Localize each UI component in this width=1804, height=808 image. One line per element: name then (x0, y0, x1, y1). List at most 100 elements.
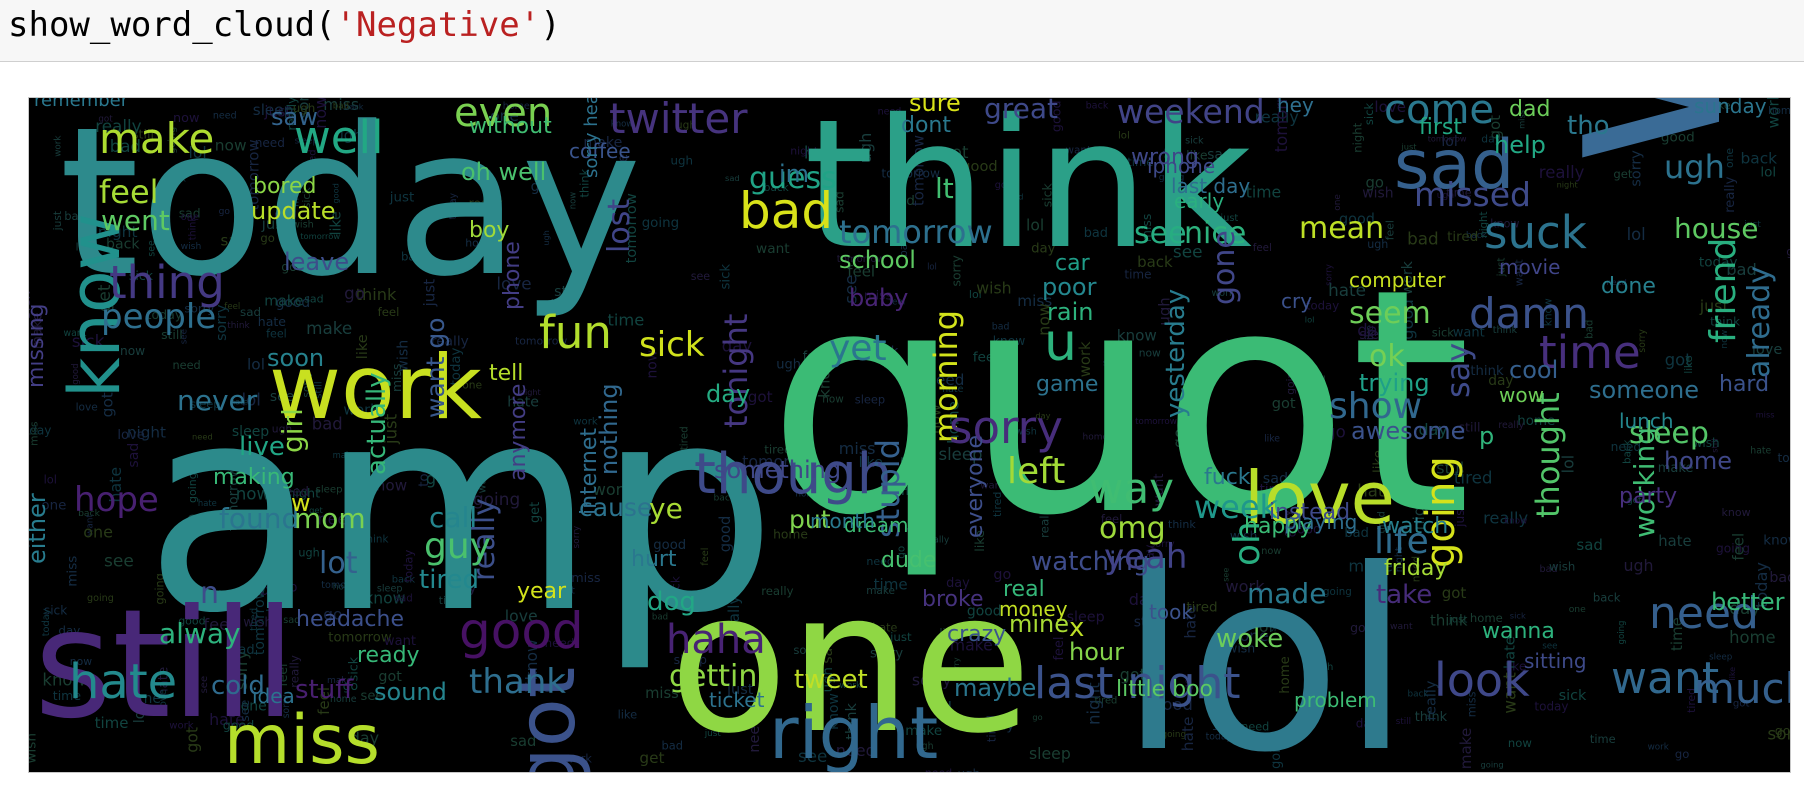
word-seem: seem (1349, 296, 1431, 331)
code-line[interactable]: show_word_cloud('Negative') (8, 2, 561, 48)
word-day: day (706, 380, 750, 408)
word-making: making (213, 465, 295, 490)
svg-text:hate: hate (1503, 636, 1519, 669)
word-already: already (1742, 266, 1777, 378)
svg-text:sick: sick (1362, 102, 1376, 125)
word-broke: broke (922, 587, 983, 612)
svg-text:ugh: ugh (821, 667, 836, 692)
word-tomorrow: tomorrow (839, 213, 993, 251)
svg-text:like: like (76, 241, 94, 253)
svg-text:night: night (520, 387, 541, 397)
svg-text:bad: bad (1212, 712, 1223, 730)
svg-text:now: now (822, 393, 844, 405)
svg-text:feel: feel (1253, 242, 1272, 254)
svg-text:home: home (1470, 611, 1503, 625)
word-p: p (1479, 422, 1494, 450)
svg-text:now: now (70, 655, 92, 668)
svg-text:got: got (426, 469, 452, 488)
svg-text:feel: feel (847, 262, 875, 280)
word-friday: friday (1384, 556, 1447, 581)
svg-text:know: know (993, 334, 1026, 348)
svg-text:want: want (64, 328, 87, 339)
word-movie: movie (1499, 255, 1560, 279)
svg-text:tomorrow: tomorrow (1272, 98, 1291, 152)
word-coffee: coffee (569, 139, 631, 163)
word-feel: feel (99, 173, 159, 211)
code-cell[interactable]: show_word_cloud('Negative') (0, 0, 1804, 62)
word-done: done (1601, 274, 1656, 299)
word-know: know (54, 213, 136, 398)
svg-text:bad: bad (401, 250, 423, 264)
svg-text:want: want (756, 241, 790, 257)
svg-text:night: night (790, 144, 819, 157)
svg-text:got: got (1733, 699, 1750, 710)
svg-text:see: see (1542, 642, 1557, 652)
word-one: one (669, 549, 1032, 772)
svg-text:go: go (281, 580, 297, 595)
svg-text:make: make (583, 135, 622, 151)
word-never: never (177, 384, 258, 417)
svg-text:lol: lol (933, 698, 952, 718)
word-yesterday: yesterday (1161, 289, 1191, 418)
svg-text:time: time (608, 311, 645, 330)
word-w: w (291, 489, 311, 517)
svg-text:love: love (496, 274, 531, 294)
word-omg: omg (1099, 511, 1166, 546)
svg-text:go: go (219, 207, 231, 217)
word-woke: woke (1216, 624, 1283, 654)
svg-text:really: really (1483, 509, 1528, 528)
svg-text:time: time (1590, 732, 1616, 746)
svg-text:sorry: sorry (949, 255, 964, 286)
svg-text:sad: sad (179, 205, 201, 220)
svg-text:just: just (382, 413, 401, 445)
word-rain: rain (1047, 298, 1093, 326)
svg-text:need: need (866, 555, 894, 568)
word-cry: cry (1281, 289, 1312, 313)
svg-text:today: today (1206, 732, 1233, 743)
svg-text:time: time (95, 714, 129, 732)
word-much: much (1694, 664, 1790, 713)
svg-text:bad: bad (992, 321, 1010, 332)
svg-text:lol: lol (696, 644, 706, 654)
svg-text:tomorrow: tomorrow (623, 193, 640, 263)
svg-text:going: going (1269, 733, 1284, 769)
svg-text:night: night (127, 424, 166, 442)
svg-text:miss: miss (65, 556, 81, 587)
word-took: took (1149, 600, 1193, 624)
svg-text:sleep: sleep (190, 397, 220, 411)
word-think: think (804, 98, 1252, 288)
word-home: home (1664, 447, 1732, 475)
svg-text:like: like (1505, 659, 1526, 674)
svg-text:sad: sad (832, 191, 846, 213)
svg-text:lol: lol (1305, 314, 1315, 324)
word-cloud-image: sad hate like wish lol work bad work work still th… (28, 97, 1791, 773)
svg-text:miss: miss (1466, 691, 1479, 717)
word-found: found (219, 502, 299, 535)
word-suck: suck (1484, 206, 1587, 259)
word-cloud-canvas: sadhatelikewishlolworkbadworkworkstillth… (29, 98, 1790, 772)
svg-text:like: like (618, 707, 638, 721)
svg-text:hate: hate (106, 467, 125, 503)
word-school: school (839, 246, 916, 274)
svg-text:time: time (874, 575, 908, 593)
word-live: live (239, 432, 285, 462)
svg-text:ugh: ugh (1437, 191, 1454, 201)
word-yet: yet (829, 328, 887, 369)
svg-text:back: back (163, 173, 186, 184)
svg-text:home: home (945, 401, 963, 444)
svg-text:love: love (117, 428, 144, 443)
svg-text:like: like (901, 480, 929, 499)
word-miss: miss (224, 701, 380, 772)
svg-text:tomorrow: tomorrow (515, 334, 567, 347)
word-anymore: anymore (506, 384, 531, 481)
svg-text:going: going (1159, 172, 1185, 183)
svg-text:lol: lol (927, 262, 937, 272)
svg-text:bad: bad (1084, 226, 1108, 241)
word-tell: tell (489, 361, 523, 386)
word-work: work (269, 336, 482, 439)
svg-text:sick: sick (1103, 358, 1121, 368)
svg-text:home: home (804, 143, 852, 163)
svg-text:home: home (1768, 105, 1790, 117)
svg-text:day: day (946, 576, 970, 591)
word-first: first (1419, 115, 1462, 140)
